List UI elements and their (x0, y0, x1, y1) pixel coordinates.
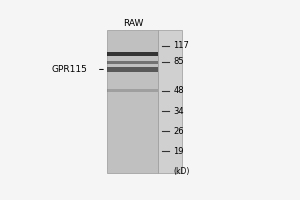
Bar (107, 89, 158, 92)
Bar (107, 30, 158, 173)
Text: 48: 48 (173, 86, 184, 95)
Text: GPR115: GPR115 (52, 65, 87, 74)
Bar (158, 30, 182, 173)
Text: 26: 26 (173, 127, 184, 136)
Text: RAW: RAW (123, 19, 143, 28)
Text: 19: 19 (173, 147, 184, 156)
Bar (107, 67, 158, 72)
Bar (107, 52, 158, 56)
Text: (kD): (kD) (173, 167, 190, 176)
Text: 34: 34 (173, 107, 184, 116)
Bar (107, 61, 158, 64)
Text: 85: 85 (173, 57, 184, 66)
Text: 117: 117 (173, 41, 189, 50)
